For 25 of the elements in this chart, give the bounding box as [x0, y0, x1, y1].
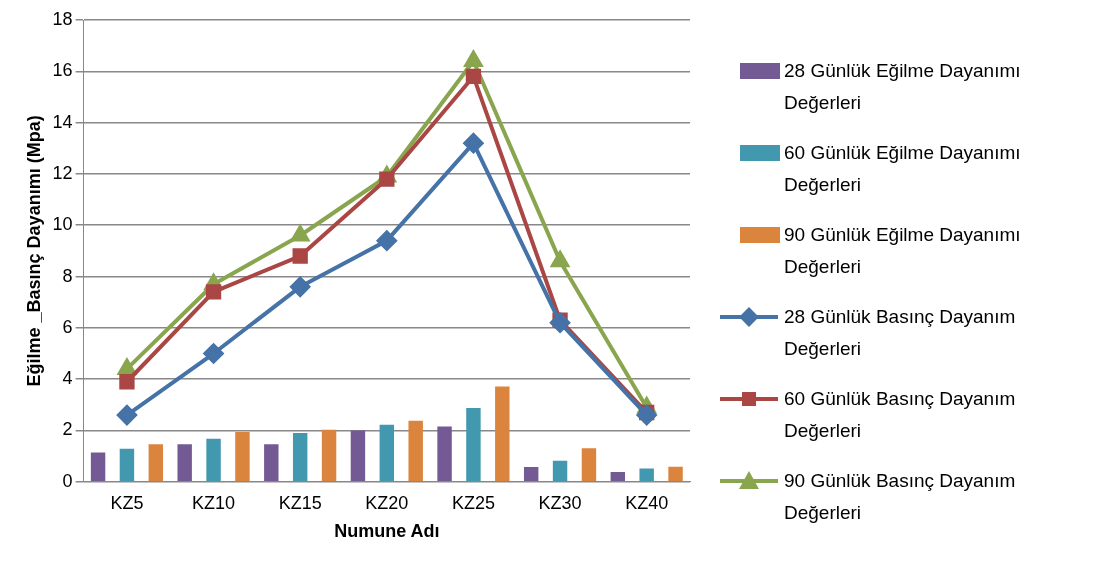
y-tick-label: 18: [52, 8, 73, 29]
x-tick-label: KZ30: [538, 492, 582, 513]
x-tick-label: KZ10: [192, 492, 236, 513]
legend-label: 90 Günlük Eğilme Dayanımı Değerleri: [784, 223, 1022, 279]
y-tick-label: 4: [62, 368, 73, 389]
y-tick-label: 6: [62, 316, 73, 337]
x-tick-label: KZ15: [278, 492, 322, 513]
x-axis-title: Numune Adı: [334, 521, 440, 542]
legend-label: 28 Günlük Eğilme Dayanımı Değerleri: [784, 59, 1022, 115]
y-tick-label: 2: [62, 419, 73, 440]
legend-label: 60 Günlük Basınç Dayanım Değerleri: [784, 387, 1017, 443]
y-tick-label: 14: [52, 111, 73, 132]
legend-label: 28 Günlük Basınç Dayanım Değerleri: [784, 305, 1017, 361]
y-tick-label: 10: [52, 214, 73, 235]
x-tick-label: KZ20: [365, 492, 409, 513]
y-tick-label: 12: [52, 162, 73, 183]
legend-label: 60 Günlük Eğilme Dayanımı Değerleri: [784, 141, 1022, 197]
x-tick-label: KZ5: [110, 492, 144, 513]
y-tick-label: 0: [62, 470, 73, 491]
y-axis-title: Eğilme _Basınç Dayanımı (Mpa): [23, 115, 44, 387]
x-tick-label: KZ25: [451, 492, 495, 513]
legend-label: 90 Günlük Basınç Dayanım Değerleri: [784, 469, 1017, 525]
y-tick-label: 8: [62, 265, 73, 286]
y-tick-label: 16: [52, 60, 73, 81]
x-tick-label: KZ40: [625, 492, 669, 513]
